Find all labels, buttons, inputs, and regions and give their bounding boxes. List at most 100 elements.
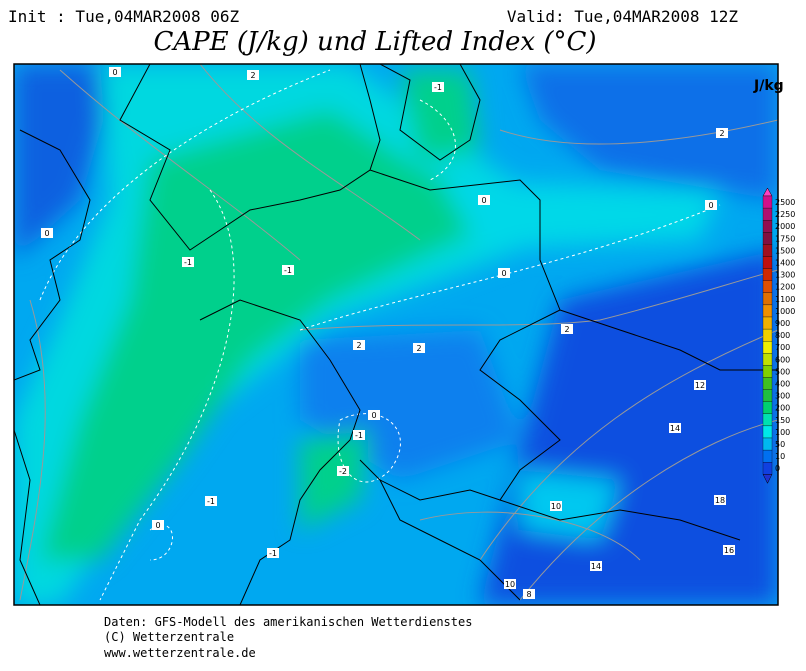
contour-label: -1 (434, 83, 442, 92)
contour-label: 0 (155, 521, 160, 530)
colorbar-cap (762, 474, 773, 484)
contour-label: 0 (371, 411, 376, 420)
contour-label-box (705, 200, 717, 210)
contour-label: 14 (591, 562, 601, 571)
colorbar-label: 400 (775, 380, 790, 389)
contour-label: 10 (551, 502, 561, 511)
colorbar-label: 200 (775, 404, 790, 413)
contour-label-box (669, 423, 681, 433)
contour-label: 2 (356, 341, 361, 350)
colorbar-swatch (762, 401, 773, 414)
contour-label: -1 (184, 258, 192, 267)
colorbar-swatch (762, 377, 773, 390)
contour-label-box (182, 257, 194, 267)
colorbar-swatch (762, 195, 773, 209)
colorbar-label: 1400 (775, 259, 795, 268)
colorbar-label: 0 (775, 464, 780, 473)
colorbar-label: 1500 (775, 246, 795, 255)
contour-label: 12 (695, 381, 705, 390)
colorbar-label: 150 (775, 416, 790, 425)
colorbar-label: 1000 (775, 307, 795, 316)
contour-label-box (353, 340, 365, 350)
contour-label-box (282, 265, 294, 275)
valid-time: Valid: Tue,04MAR2008 12Z (507, 7, 739, 26)
contour-label-box (337, 466, 349, 476)
contour-label-box (723, 545, 735, 555)
colorbar-swatch (762, 449, 773, 463)
contour-label: 2 (416, 344, 421, 353)
contour-label: 0 (501, 269, 506, 278)
footer-line: www.wetterzentrale.de (104, 646, 256, 660)
colorbar-swatch (762, 220, 773, 233)
contour-label-box (152, 520, 164, 530)
contour-label-box (247, 70, 259, 80)
contour-label-box (504, 579, 516, 589)
contour-label-box (432, 82, 444, 92)
colorbar-unit: J/kg (753, 78, 784, 94)
contour-label-box (413, 343, 425, 353)
contour-label: 2 (564, 325, 569, 334)
contour-label-box (353, 430, 365, 440)
colorbar-swatch (762, 365, 773, 378)
contour-label-box (561, 324, 573, 334)
colorbar-label: 1200 (775, 283, 795, 292)
contour-label-box (694, 380, 706, 390)
colorbar-swatch (762, 353, 773, 366)
colorbar-label: 700 (775, 343, 790, 352)
colorbar-swatch (762, 256, 773, 269)
colorbar-label: 2500 (775, 198, 795, 207)
colorbar-swatch (762, 268, 773, 281)
contour-label: 0 (481, 196, 486, 205)
contour-label: 0 (708, 201, 713, 210)
map-title: CAPE (J/kg) und Lifted Index (°C) (153, 27, 596, 57)
init-time: Init : Tue,04MAR2008 06Z (8, 7, 240, 26)
contour-label-box (714, 495, 726, 505)
contour-label: 2 (719, 129, 724, 138)
contour-label: -2 (339, 467, 347, 476)
contour-label-box (267, 548, 279, 558)
contour-label-box (368, 410, 380, 420)
contour-label: 18 (715, 496, 725, 505)
colorbar-swatch (762, 280, 773, 293)
contour-label: 0 (44, 229, 49, 238)
footer-line: (C) Wetterzentrale (104, 630, 234, 644)
colorbar-swatch (762, 389, 773, 402)
colorbar-label: 2000 (775, 222, 795, 231)
contour-label-box (478, 195, 490, 205)
contour-label: 16 (724, 546, 734, 555)
colorbar-swatch (762, 244, 773, 257)
colorbar-label: 100 (775, 428, 790, 437)
colorbar-label: 1750 (775, 234, 795, 243)
contour-label: -1 (284, 266, 292, 275)
contour-label: -1 (355, 431, 363, 440)
contour-label-box (41, 228, 53, 238)
contour-label: 2 (250, 71, 255, 80)
colorbar-label: 900 (775, 319, 790, 328)
colorbar-label: 600 (775, 355, 790, 364)
colorbar-swatch (762, 292, 773, 306)
contour-label: -1 (269, 549, 277, 558)
contour-label-box (590, 561, 602, 571)
contour-label-box (523, 589, 535, 599)
colorbar-label: 300 (775, 392, 790, 401)
colorbar-label: 2250 (775, 210, 795, 219)
colorbar-swatch (762, 341, 773, 354)
colorbar-swatch (762, 232, 773, 245)
contour-label-box (109, 67, 121, 77)
contour-label-box (498, 268, 510, 278)
colorbar-swatch (762, 425, 773, 439)
contour-label: -1 (207, 497, 215, 506)
footer-line: Daten: GFS-Modell des amerikanischen Wet… (104, 615, 472, 629)
contour-label-box (716, 128, 728, 138)
contour-label-box (550, 501, 562, 511)
colorbar-swatch (762, 304, 773, 318)
colorbar-label: 500 (775, 367, 790, 376)
colorbar-swatch (762, 462, 773, 475)
map-frame (13, 63, 779, 606)
colorbar-swatch (762, 328, 773, 342)
contour-label: 8 (526, 590, 531, 599)
colorbar-swatch (762, 437, 773, 451)
colorbar-label: 1300 (775, 271, 795, 280)
contour-label-box (205, 496, 217, 506)
